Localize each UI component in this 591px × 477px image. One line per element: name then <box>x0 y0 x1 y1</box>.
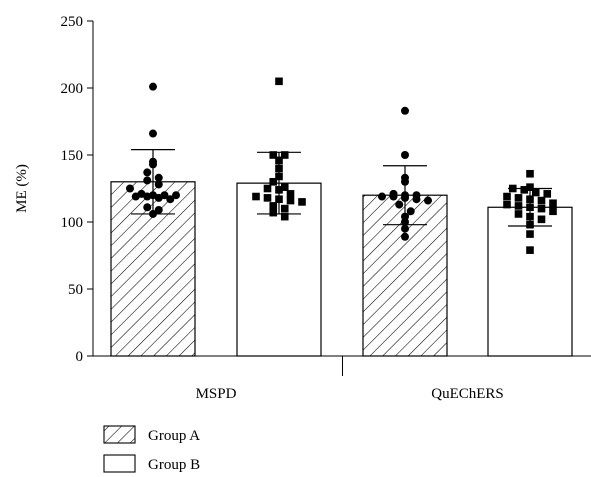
x-group-label: QuEChERS <box>431 386 504 402</box>
y-tick-label: 0 <box>76 349 84 365</box>
data-point <box>269 202 278 210</box>
data-point <box>406 207 415 216</box>
data-point <box>537 196 546 205</box>
data-point <box>269 151 278 159</box>
data-point <box>514 210 523 218</box>
data-point <box>526 246 534 254</box>
data-point <box>401 224 409 233</box>
data-point <box>166 195 175 204</box>
data-point <box>412 195 421 204</box>
data-point <box>280 151 289 159</box>
data-point <box>154 173 163 182</box>
data-point <box>263 194 272 202</box>
y-tick-label: 50 <box>68 282 83 298</box>
data-point <box>154 180 163 189</box>
data-point <box>389 192 398 201</box>
data-point <box>275 77 283 86</box>
legend-label: Group B <box>148 457 200 473</box>
data-point <box>401 232 409 241</box>
data-point <box>269 178 278 186</box>
data-point <box>172 191 180 200</box>
y-tick-label: 150 <box>61 148 84 164</box>
data-point <box>143 168 152 177</box>
data-point <box>526 230 534 238</box>
data-point <box>286 190 295 198</box>
data-point <box>143 176 152 185</box>
data-point <box>286 196 295 205</box>
x-group-label: MSPD <box>196 386 237 402</box>
data-point <box>154 193 163 202</box>
data-point <box>263 184 272 193</box>
data-point <box>280 183 289 191</box>
data-point <box>424 196 432 205</box>
data-point <box>503 200 511 209</box>
data-point <box>531 188 540 197</box>
data-point <box>514 194 523 202</box>
data-point <box>514 202 523 210</box>
data-point <box>543 190 552 198</box>
data-point <box>269 208 278 217</box>
y-tick-label: 200 <box>61 81 84 97</box>
y-tick-label: 100 <box>61 215 84 231</box>
data-point <box>280 212 289 221</box>
data-point <box>126 184 134 193</box>
legend: Group A Group B <box>103 425 200 473</box>
legend-swatch-group-b <box>103 454 136 473</box>
data-point <box>378 192 386 201</box>
y-tick-label: 250 <box>61 14 84 30</box>
data-point <box>149 82 157 91</box>
data-point <box>154 205 163 214</box>
bar-quechers-group-b <box>487 206 573 357</box>
data-point <box>401 106 409 115</box>
error-bars-layer <box>131 149 552 227</box>
data-point <box>401 151 409 159</box>
data-point <box>149 129 157 138</box>
data-point <box>503 192 511 201</box>
data-point <box>143 203 152 212</box>
data-point <box>526 183 534 191</box>
axes: 0 50 100 150 200 250 ME (%) MSPD QuEChERS <box>14 14 591 402</box>
data-point <box>395 200 404 209</box>
legend-swatch-group-a <box>103 425 136 444</box>
data-point <box>549 199 557 208</box>
data-point <box>131 192 140 201</box>
legend-label: Group A <box>148 428 200 444</box>
bars-layer <box>110 181 573 357</box>
data-point <box>537 215 546 224</box>
data-point <box>298 198 306 206</box>
data-point <box>252 192 260 201</box>
y-axis-label: ME (%) <box>14 164 30 213</box>
data-point <box>526 169 534 178</box>
data-point <box>537 204 546 213</box>
data-point <box>520 186 529 194</box>
data-point <box>280 204 289 213</box>
data-point <box>549 207 557 216</box>
data-point <box>143 192 152 201</box>
